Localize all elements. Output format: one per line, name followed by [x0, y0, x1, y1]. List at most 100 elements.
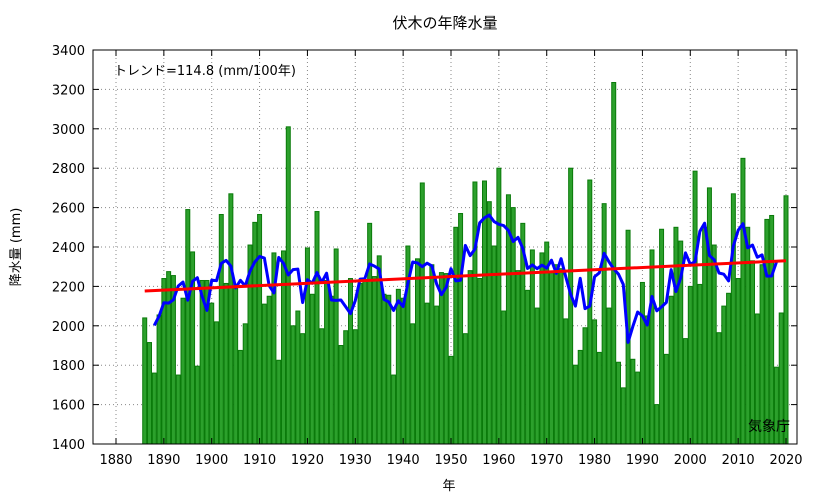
bar [716, 332, 722, 445]
bar [616, 361, 621, 445]
bar [582, 327, 588, 445]
bar [654, 404, 660, 445]
bar [290, 325, 296, 445]
bar [395, 288, 401, 445]
bar [147, 342, 152, 445]
bar [175, 374, 181, 445]
bar [687, 285, 693, 445]
trend-annotation: トレンド=114.8 (mm/100年) [114, 64, 296, 79]
bar [630, 358, 636, 445]
bar [443, 273, 449, 445]
bar [721, 305, 727, 445]
bar [759, 264, 765, 445]
bar [683, 338, 688, 445]
axes: 1400 1600 1800 2000 2200 2400 2600 2800 3000 3200… [52, 44, 803, 468]
bar [472, 181, 478, 445]
bar [501, 310, 507, 445]
bar [783, 195, 789, 445]
y-tick-label: 3200 [52, 83, 85, 98]
bar [410, 323, 416, 445]
bar [769, 214, 775, 445]
trend-line [144, 259, 787, 293]
bar [180, 297, 186, 445]
bar [276, 359, 282, 445]
bar [151, 372, 157, 445]
bar [142, 317, 148, 445]
bar [233, 287, 239, 445]
bar [467, 270, 473, 445]
y-tick-label: 2400 [52, 241, 85, 256]
bar [553, 264, 559, 445]
bar [300, 333, 306, 445]
bar [386, 294, 392, 445]
bar [357, 282, 363, 445]
bar [223, 282, 229, 445]
bar [477, 278, 483, 445]
bar [209, 302, 215, 445]
bar [348, 278, 353, 445]
bar [726, 292, 732, 445]
bar [639, 281, 645, 445]
bar [663, 353, 669, 445]
x-tick-label: 1960 [482, 453, 515, 468]
bar [314, 211, 320, 445]
y-tick-label: 2200 [52, 280, 85, 295]
y-tick-label: 1600 [52, 399, 85, 414]
bar [252, 221, 258, 445]
x-tick-label: 1930 [339, 453, 372, 468]
x-tick-label: 1950 [434, 453, 467, 468]
bar [462, 333, 468, 445]
bar [558, 268, 564, 445]
bar [381, 293, 387, 445]
x-tick-label: 1910 [243, 453, 276, 468]
plot-frame [92, 49, 798, 445]
bar [458, 213, 464, 445]
x-tick-label: 1890 [147, 453, 180, 468]
bar [745, 226, 751, 445]
y-tick-label: 3000 [52, 123, 85, 138]
bar [620, 387, 626, 445]
bar [419, 182, 425, 445]
bar [367, 222, 373, 445]
bar [338, 345, 344, 445]
moving-average-line [152, 213, 778, 344]
bar [343, 330, 349, 445]
bar [415, 258, 420, 445]
bar [424, 302, 430, 445]
bar [577, 349, 583, 445]
bar [572, 364, 578, 445]
bar [587, 179, 593, 445]
bar [166, 271, 172, 445]
x-tick-label: 1920 [291, 453, 324, 468]
bar [525, 289, 531, 445]
y-tick-label: 2600 [52, 202, 85, 217]
bar [496, 167, 502, 445]
x-axis-label: 年 [442, 479, 455, 494]
bar [214, 321, 219, 445]
bar [185, 209, 191, 445]
bar [659, 228, 665, 445]
bar [534, 307, 540, 445]
bar [563, 318, 569, 445]
bar [242, 323, 248, 445]
bar [750, 260, 755, 445]
x-tick-label: 1980 [578, 453, 611, 468]
x-tick-label: 2000 [674, 453, 707, 468]
bar [740, 157, 746, 445]
bar [400, 297, 406, 445]
bar [596, 351, 602, 445]
x-tick-label: 1900 [195, 453, 228, 468]
bar [515, 270, 521, 445]
bar [764, 218, 770, 445]
x-tick-label: 1880 [99, 453, 132, 468]
bar [194, 365, 200, 445]
bar [429, 264, 435, 445]
y-tick-label: 3400 [52, 44, 85, 59]
x-tick-label: 1940 [387, 453, 420, 468]
bar [237, 349, 243, 445]
bar [218, 213, 224, 445]
bar [568, 167, 574, 445]
bar [711, 244, 717, 445]
bar [304, 247, 310, 445]
bar [673, 226, 679, 445]
